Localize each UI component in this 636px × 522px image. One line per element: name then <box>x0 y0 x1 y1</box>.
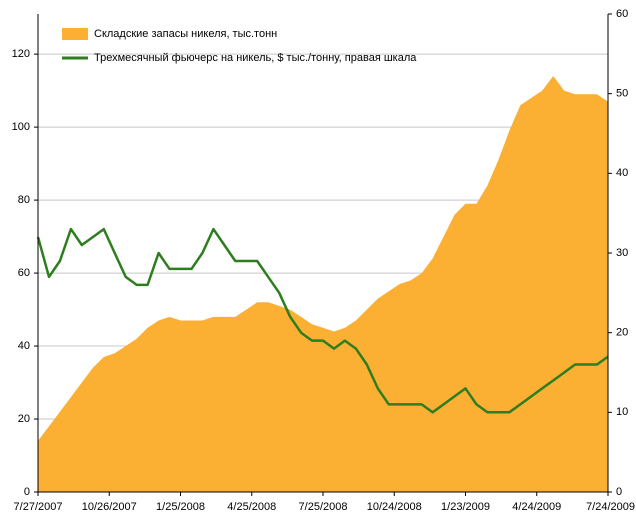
y-tick-label: 0 <box>24 486 30 498</box>
area <box>38 76 608 492</box>
y-tick-label: 120 <box>12 48 30 60</box>
y2-tick-label: 10 <box>616 406 628 418</box>
x-tick-label: 10/24/2008 <box>367 501 422 513</box>
line <box>36 227 609 414</box>
x-tick-label: 1/23/2009 <box>441 501 490 513</box>
y-tick-label: 60 <box>18 267 30 279</box>
y2-tick-label: 20 <box>616 327 628 339</box>
x-tick-label: 7/25/2008 <box>299 501 348 513</box>
x-tick-label: 7/27/2007 <box>14 501 63 513</box>
y-tick-label: 100 <box>12 121 30 133</box>
y2-tick-label: 40 <box>616 167 628 179</box>
y2-tick-label: 0 <box>616 486 622 498</box>
y-tick-label: 80 <box>18 194 30 206</box>
x-tick-label: 4/24/2009 <box>512 501 561 513</box>
y-tick-label: 20 <box>18 413 30 425</box>
y2-tick-label: 30 <box>616 247 628 259</box>
x-tick-label: 7/24/2009 <box>586 501 635 513</box>
y-tick-label: 40 <box>18 340 30 352</box>
legend-swatch <box>62 28 88 40</box>
legend-label: Складские запасы никеля, тыс.тонн <box>94 28 277 40</box>
x-tick-label: 4/25/2008 <box>227 501 276 513</box>
y2-tick-label: 60 <box>616 8 628 20</box>
x-tick-label: 10/26/2007 <box>82 501 137 513</box>
y2-tick-label: 50 <box>616 88 628 100</box>
x-tick-label: 1/25/2008 <box>156 501 205 513</box>
legend-label: Трехмесячный фьючерс на никель, $ тыс./т… <box>94 52 417 64</box>
